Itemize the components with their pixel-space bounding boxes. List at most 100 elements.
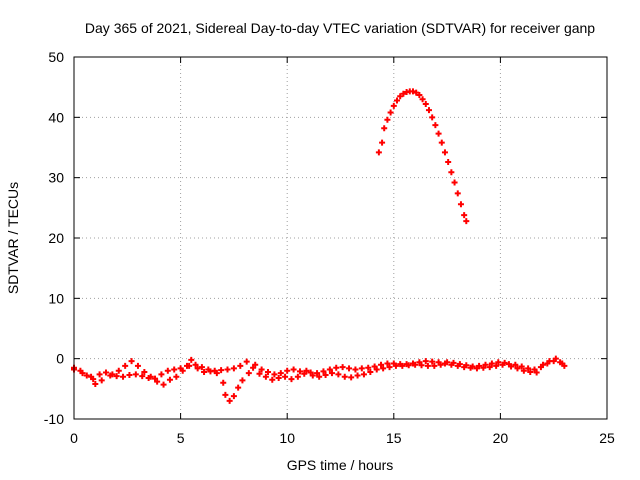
data-point bbox=[171, 366, 178, 373]
data-point bbox=[429, 358, 436, 365]
data-point bbox=[380, 365, 387, 372]
data-point bbox=[290, 366, 297, 373]
data-point bbox=[416, 92, 423, 99]
data-point bbox=[429, 114, 436, 121]
data-point bbox=[365, 364, 372, 371]
data-point bbox=[222, 391, 229, 398]
data-point bbox=[457, 201, 464, 208]
data-series bbox=[71, 355, 568, 404]
data-point bbox=[501, 359, 508, 366]
data-point bbox=[288, 376, 295, 383]
data-point bbox=[245, 370, 252, 377]
data-point bbox=[262, 373, 269, 380]
data-point bbox=[98, 377, 105, 384]
data-point bbox=[152, 375, 159, 382]
data-point bbox=[335, 371, 342, 378]
data-point bbox=[527, 368, 534, 375]
data-point bbox=[425, 107, 432, 114]
data-point bbox=[339, 364, 346, 371]
data-point bbox=[416, 359, 423, 366]
data-point bbox=[552, 355, 559, 362]
data-point bbox=[164, 367, 171, 374]
data-point bbox=[397, 93, 404, 100]
data-point bbox=[239, 377, 246, 384]
data-point bbox=[160, 381, 167, 388]
x-axis-label: GPS time / hours bbox=[287, 457, 394, 473]
data-point bbox=[256, 370, 263, 377]
data-point bbox=[154, 378, 161, 385]
data-point bbox=[482, 361, 489, 368]
data-point bbox=[320, 368, 327, 375]
data-point bbox=[371, 363, 378, 370]
data-point bbox=[275, 374, 282, 381]
data-point bbox=[271, 371, 278, 378]
data-point bbox=[392, 362, 399, 369]
data-point bbox=[224, 366, 231, 373]
data-point bbox=[437, 361, 444, 368]
data-point bbox=[294, 373, 301, 380]
data-point bbox=[346, 365, 353, 372]
data-point bbox=[418, 362, 425, 369]
data-point bbox=[441, 149, 448, 156]
axis-ticks: 0 5 10 15 20 25 -10 0 10 20 30 40 50 bbox=[44, 49, 615, 446]
data-point bbox=[115, 367, 122, 374]
data-point bbox=[488, 360, 495, 367]
data-point bbox=[220, 379, 227, 386]
data-point bbox=[250, 364, 257, 371]
data-point bbox=[432, 122, 439, 129]
data-point bbox=[333, 364, 340, 371]
data-point bbox=[463, 218, 470, 225]
data-point bbox=[237, 362, 244, 369]
data-point bbox=[386, 364, 393, 371]
data-series bbox=[375, 88, 470, 225]
data-point bbox=[348, 374, 355, 381]
data-point bbox=[451, 179, 458, 186]
data-point bbox=[328, 370, 335, 377]
data-point bbox=[413, 89, 420, 96]
data-point bbox=[141, 368, 148, 375]
data-point bbox=[412, 361, 419, 368]
data-point bbox=[419, 96, 426, 103]
data-point bbox=[183, 362, 190, 369]
data-point bbox=[128, 358, 135, 365]
data-point bbox=[431, 362, 438, 369]
data-point bbox=[469, 363, 476, 370]
x-tick-label: 25 bbox=[599, 430, 615, 446]
grid-lines bbox=[74, 57, 607, 419]
y-tick-label: 40 bbox=[48, 109, 64, 125]
data-point bbox=[309, 372, 316, 379]
data-point bbox=[461, 212, 468, 219]
data-point bbox=[177, 365, 184, 372]
y-tick-label: 20 bbox=[48, 230, 64, 246]
data-point bbox=[400, 90, 407, 97]
data-point bbox=[367, 368, 374, 375]
data-point bbox=[486, 364, 493, 371]
data-point bbox=[508, 363, 515, 370]
data-point bbox=[512, 361, 519, 368]
data-point bbox=[139, 373, 146, 380]
data-point bbox=[533, 369, 540, 376]
y-axis-label: SDTVAR / TECUs bbox=[5, 182, 21, 294]
data-point bbox=[258, 366, 265, 373]
data-point bbox=[463, 362, 470, 369]
data-point bbox=[476, 362, 483, 369]
data-point bbox=[358, 365, 365, 372]
data-point bbox=[495, 359, 502, 366]
x-tick-label: 5 bbox=[177, 430, 185, 446]
data-point bbox=[384, 116, 391, 123]
data-point bbox=[282, 373, 289, 380]
data-point bbox=[540, 361, 547, 368]
data-point bbox=[113, 373, 120, 380]
data-point bbox=[424, 362, 431, 369]
data-point bbox=[379, 139, 386, 146]
data-point bbox=[166, 376, 173, 383]
data-point bbox=[252, 361, 259, 368]
data-point bbox=[444, 359, 451, 366]
data-point bbox=[341, 373, 348, 380]
data-point bbox=[316, 373, 323, 380]
data-point bbox=[399, 362, 406, 369]
data-point bbox=[102, 369, 109, 376]
y-tick-label: 30 bbox=[48, 170, 64, 186]
data-point bbox=[120, 373, 127, 380]
data-point bbox=[218, 367, 225, 374]
